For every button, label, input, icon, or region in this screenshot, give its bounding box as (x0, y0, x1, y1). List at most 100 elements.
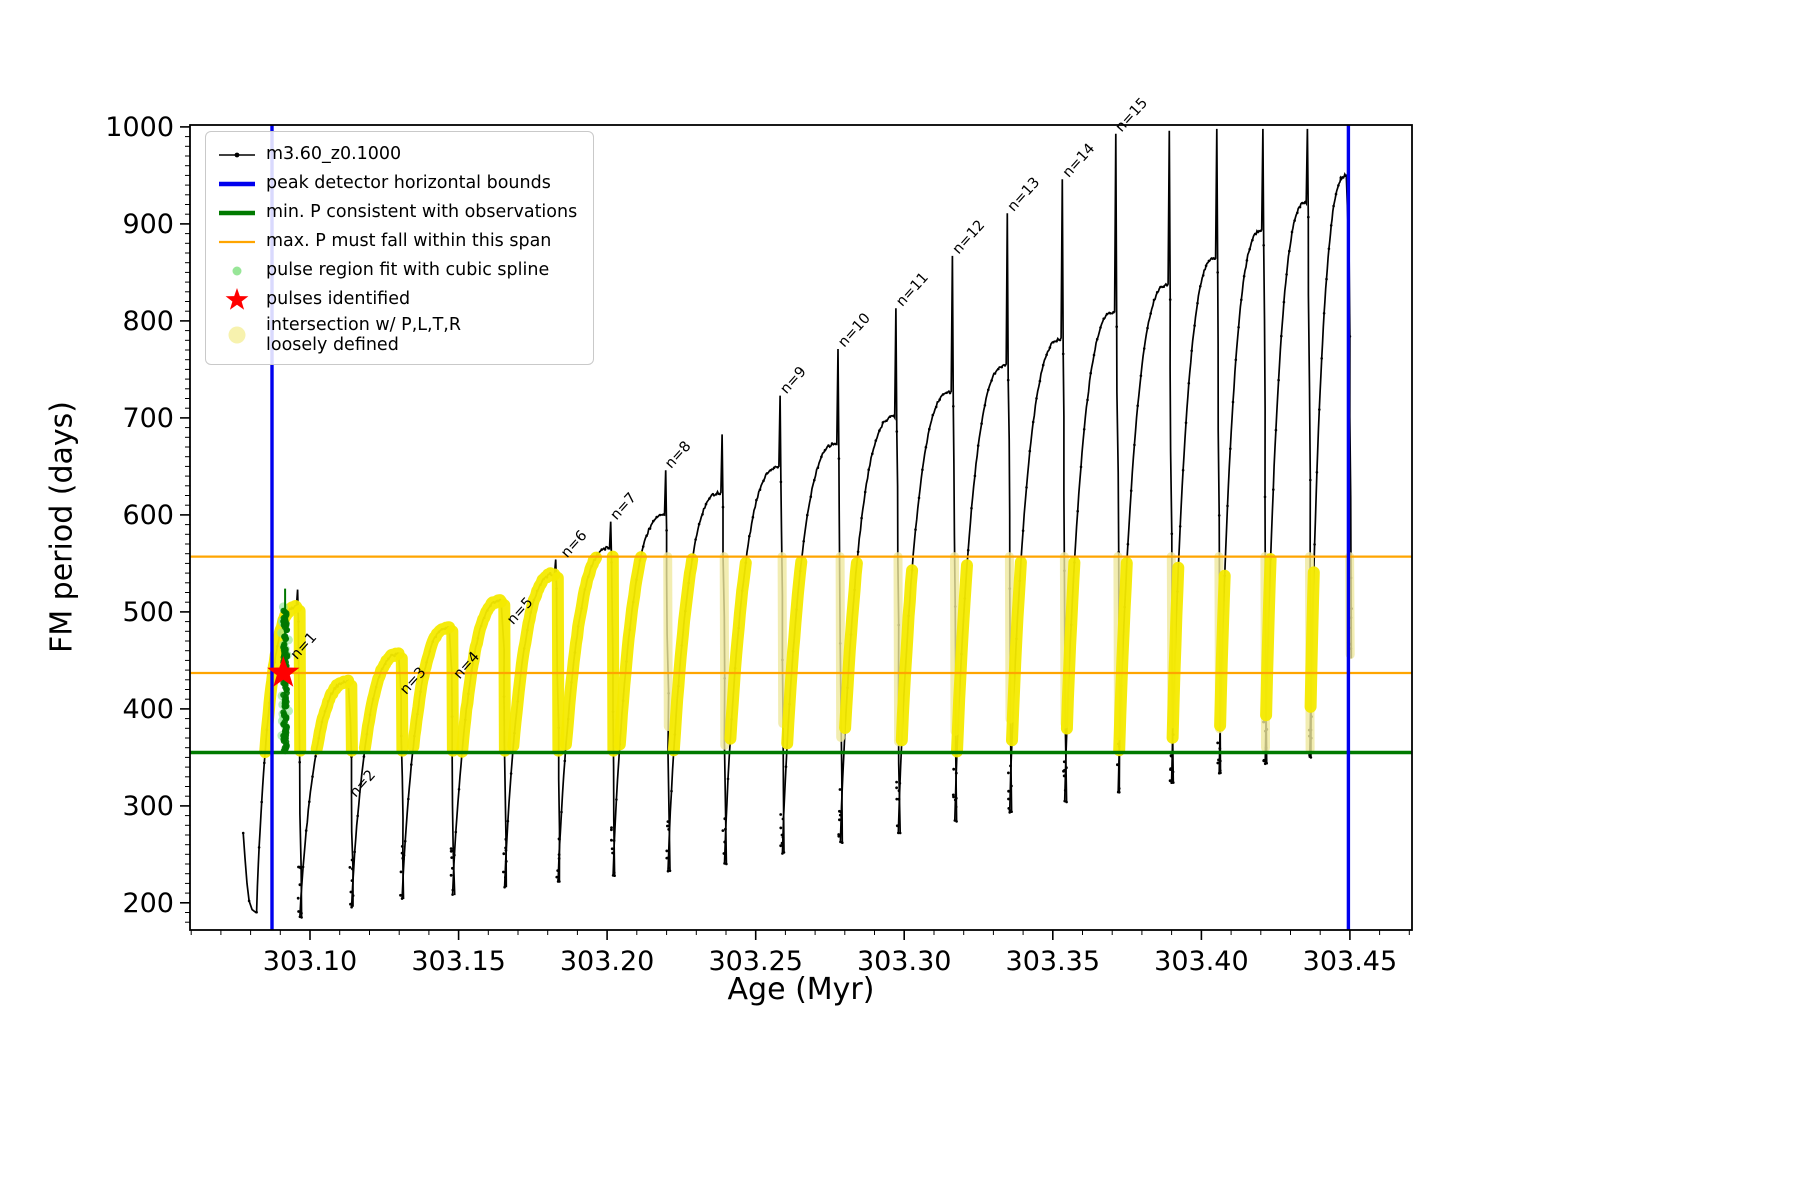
data-point (1000, 365, 1003, 369)
data-point (1290, 230, 1294, 234)
pulse-identified-star-icon (267, 656, 300, 687)
data-point (353, 850, 357, 854)
data-point (751, 515, 755, 519)
data-point (615, 798, 618, 801)
data-point (556, 880, 560, 883)
intersection-band (667, 553, 699, 757)
intersection-band-drop (719, 552, 730, 750)
legend-entry-label: intersection w/ P,L,T,R loosely defined (266, 315, 461, 356)
data-point (1129, 489, 1133, 493)
data-point (1318, 408, 1321, 411)
data-point (1217, 514, 1221, 517)
data-point (1035, 397, 1038, 400)
data-point (1028, 449, 1032, 453)
data-point (260, 800, 264, 804)
data-point (990, 379, 993, 382)
cluster-point (281, 703, 288, 710)
data-point (1052, 340, 1055, 344)
data-point (655, 515, 658, 519)
data-point (1237, 326, 1240, 329)
data-point (298, 760, 302, 764)
data-point (1320, 357, 1323, 360)
y-tick-label: 200 (122, 888, 174, 919)
data-point (704, 502, 708, 506)
data-point (871, 452, 874, 456)
data-point (881, 421, 885, 424)
intersection-band (839, 557, 863, 734)
data-point (921, 468, 924, 472)
data-point (668, 869, 672, 873)
data-point (1146, 326, 1149, 330)
data-point (1152, 298, 1156, 302)
legend-marker-thick-line-icon (219, 181, 255, 186)
data-point (1092, 353, 1096, 357)
data-point (607, 547, 610, 550)
data-point (1199, 285, 1202, 288)
data-point (993, 372, 997, 375)
legend-entry: pulses identified (216, 286, 577, 313)
data-point (400, 897, 404, 900)
data-point (823, 448, 827, 452)
data-point (776, 466, 779, 469)
intersection-band-drop (777, 552, 788, 728)
data-point (839, 840, 842, 844)
data-point (726, 777, 730, 781)
data-point (311, 775, 314, 778)
data-point (1327, 247, 1331, 251)
axes-spines (189, 124, 1413, 931)
data-point (1329, 224, 1333, 227)
data-point (1334, 192, 1338, 196)
data-point (502, 870, 505, 874)
data-point (1308, 755, 1312, 758)
data-point (952, 767, 956, 771)
y-tick-label: 500 (122, 597, 174, 628)
data-point (1109, 312, 1112, 315)
data-point (1099, 326, 1102, 329)
data-point (701, 513, 704, 516)
data-point (931, 413, 935, 417)
data-point (863, 490, 867, 494)
data-point (952, 405, 955, 408)
data-point (976, 444, 980, 447)
data-point (298, 865, 302, 869)
cluster-point (283, 741, 290, 749)
data-point (666, 824, 669, 828)
data-point (1058, 338, 1062, 342)
data-point (1178, 525, 1182, 528)
data-point (1288, 249, 1291, 253)
data-point (711, 492, 715, 496)
data-point (1184, 421, 1188, 425)
data-point (1038, 379, 1042, 383)
data-point (410, 763, 413, 766)
data-point (762, 479, 765, 483)
data-point (715, 493, 718, 496)
data-point (449, 849, 453, 853)
data-point (983, 404, 987, 407)
data-point (298, 883, 302, 887)
data-point (1263, 762, 1267, 766)
data-point (1139, 374, 1143, 378)
cluster-point (282, 734, 289, 741)
data-point (1234, 358, 1238, 362)
data-point (1282, 300, 1286, 304)
data-point (1063, 799, 1066, 803)
data-point (898, 831, 902, 835)
legend-entry-label: min. P consistent with observations (266, 202, 578, 223)
data-point (502, 852, 506, 856)
data-point (1240, 298, 1243, 302)
legend-marker (216, 200, 258, 226)
data-point (934, 405, 938, 409)
data-point (721, 829, 725, 832)
intersection-band (1260, 553, 1277, 722)
data-point (241, 831, 245, 835)
data-point (1277, 378, 1280, 382)
legend-marker-star-icon (225, 287, 249, 310)
data-point (1216, 271, 1219, 274)
x-tick-label: 303.40 (1154, 946, 1248, 977)
data-point (662, 513, 665, 516)
data-point (1296, 211, 1299, 215)
data-point (1272, 488, 1275, 491)
intersection-band-drop (663, 552, 673, 731)
data-point (308, 800, 311, 803)
data-point (806, 513, 809, 517)
